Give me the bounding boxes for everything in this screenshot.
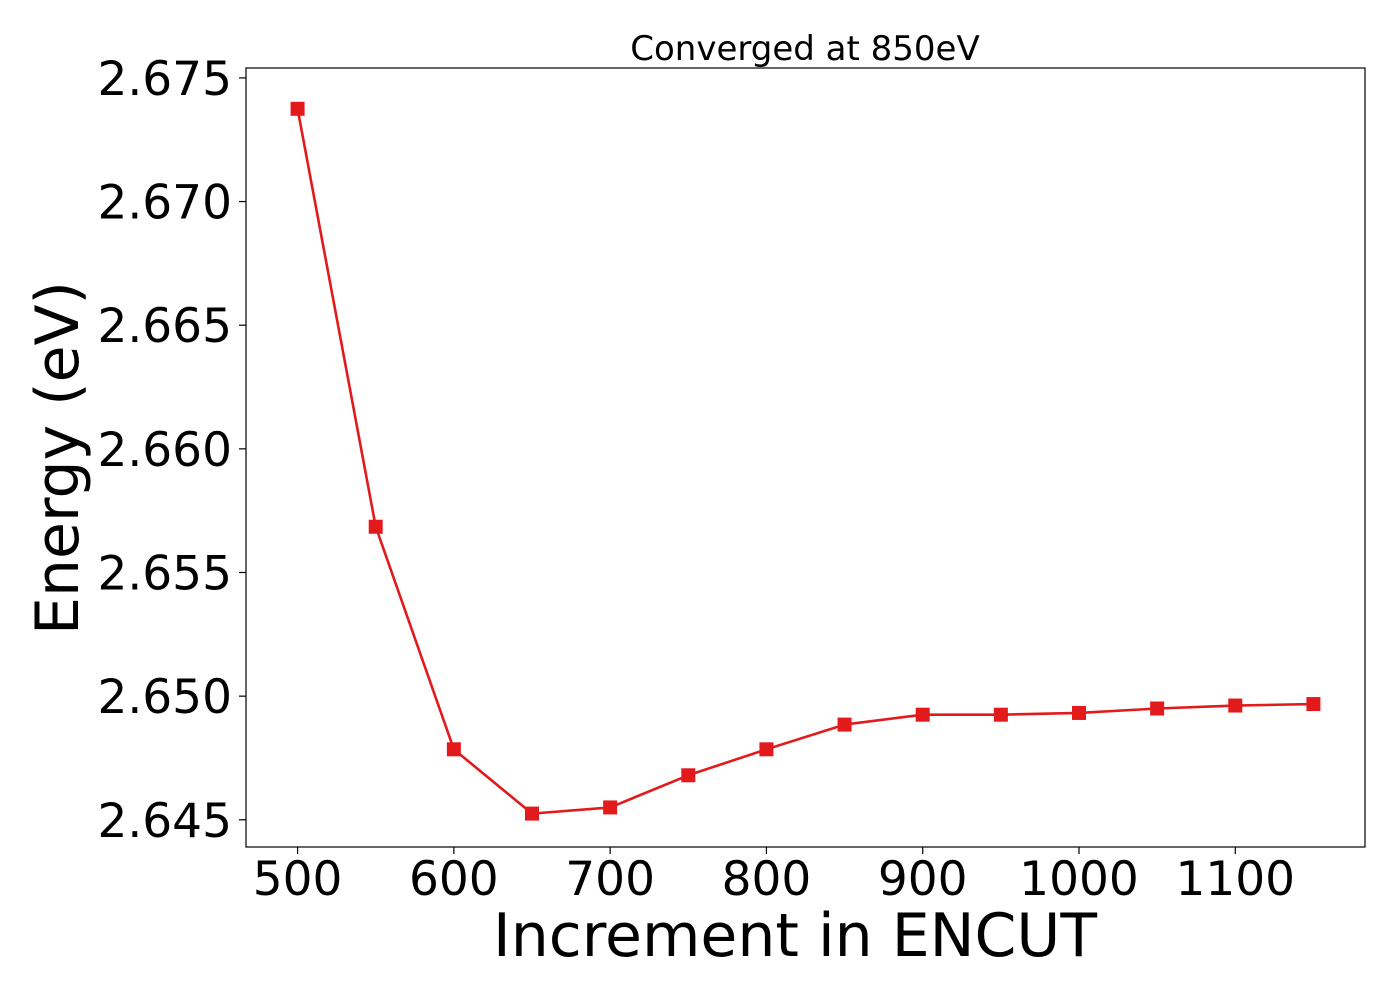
x-tick-label: 700	[565, 852, 655, 907]
y-tick-label: 2.655	[97, 546, 232, 601]
x-tick-label: 600	[409, 852, 499, 907]
data-point-marker	[1306, 697, 1321, 712]
y-axis-ticks: 2.645 2.650 2.655 2.660 2.665 2.670 2.675	[97, 52, 246, 849]
x-tick-label: 500	[253, 852, 343, 907]
x-tick-label: 800	[722, 852, 812, 907]
y-tick-label: 2.675	[97, 52, 232, 107]
x-tick-label: 900	[878, 852, 968, 907]
y-tick-label: 2.660	[97, 423, 232, 478]
data-point-marker	[446, 742, 461, 757]
data-point-marker	[290, 101, 305, 116]
plot-area	[245, 67, 1366, 848]
x-axis-ticks: 500 600 700 800 900 1000 1100	[253, 847, 1295, 907]
data-point-marker	[915, 707, 930, 722]
y-tick-label: 2.670	[97, 176, 232, 231]
y-axis-label: Energy (eV)	[23, 281, 93, 635]
data-point-marker	[603, 800, 618, 815]
data-point-marker	[525, 806, 540, 821]
y-tick-label: 2.650	[97, 670, 232, 725]
data-point-marker	[1228, 698, 1243, 713]
chart-title: Converged at 850eV	[630, 29, 979, 69]
y-tick-label: 2.665	[97, 299, 232, 354]
data-point-marker	[681, 768, 696, 783]
data-point-marker	[759, 742, 774, 757]
x-tick-label: 1000	[1019, 852, 1139, 907]
data-point-marker	[837, 717, 852, 732]
x-tick-label: 1100	[1175, 852, 1295, 907]
y-tick-label: 2.645	[97, 794, 232, 849]
data-point-marker	[1071, 705, 1086, 720]
data-point-marker	[1150, 701, 1165, 716]
data-point-marker	[368, 519, 383, 534]
series-group	[290, 101, 1321, 821]
series-line	[296, 108, 1314, 815]
data-point-marker	[993, 707, 1008, 722]
x-axis-label: Increment in ENCUT	[493, 901, 1097, 971]
